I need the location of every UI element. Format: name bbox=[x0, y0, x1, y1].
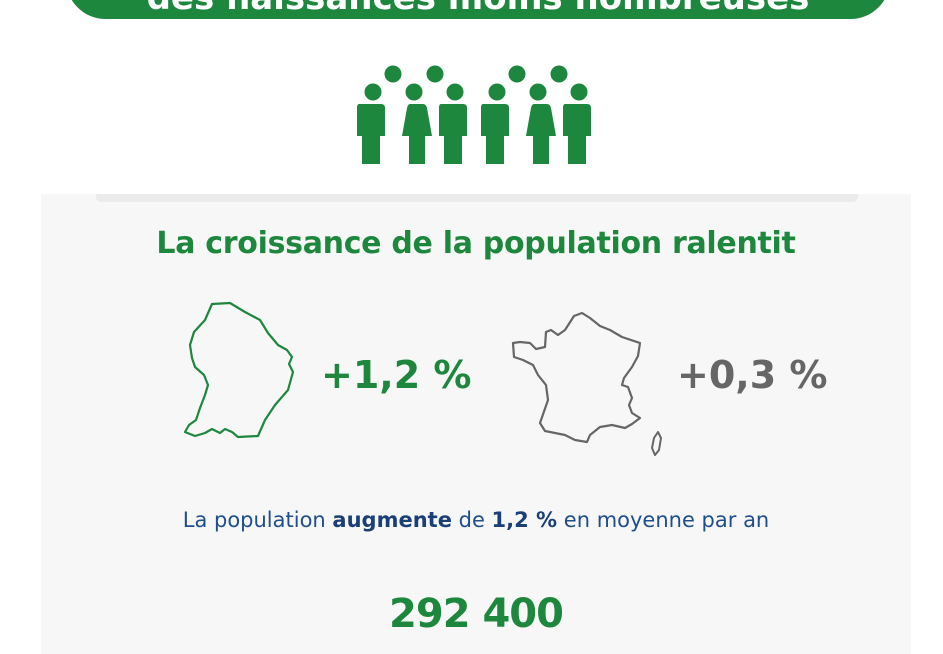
sentence-emphasis-verb: augmente bbox=[332, 508, 452, 532]
people-group-icon bbox=[357, 65, 591, 164]
section-title: La croissance de la population ralentit bbox=[156, 226, 796, 261]
sentence-part: en moyenne par an bbox=[557, 508, 770, 532]
panel-divider bbox=[96, 194, 858, 202]
growth-sentence: La population augmente de 1,2 % en moyen… bbox=[41, 508, 911, 532]
guiana-growth-rate: +1,2 % bbox=[321, 353, 472, 397]
title-banner bbox=[66, 0, 890, 19]
info-panel bbox=[41, 194, 911, 654]
sentence-part: de bbox=[451, 508, 492, 532]
population-count: 292 400 bbox=[389, 591, 564, 637]
french-guiana-map-icon bbox=[183, 301, 295, 439]
sentence-part: La population bbox=[182, 508, 333, 532]
sentence-emphasis-rate: 1,2 % bbox=[491, 508, 558, 532]
france-growth-rate: +0,3 % bbox=[677, 353, 828, 397]
france-map-icon bbox=[511, 311, 662, 456]
banner-title: des naissances moins nombreuses bbox=[66, 0, 890, 18]
maps bbox=[183, 301, 662, 456]
